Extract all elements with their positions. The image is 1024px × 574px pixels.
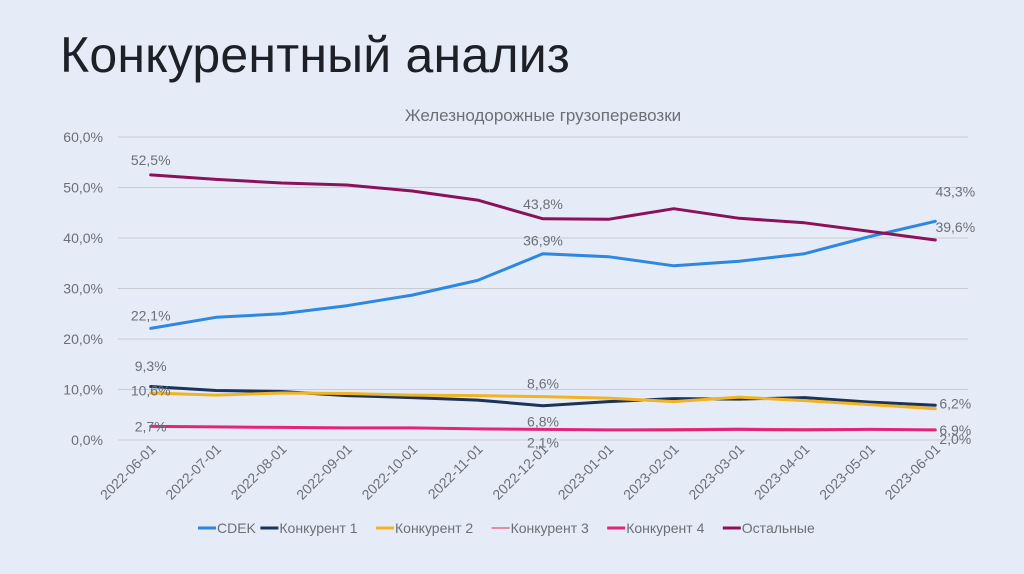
- x-tick-label: 2023-02-01: [620, 441, 682, 503]
- y-tick-label: 40,0%: [63, 230, 103, 246]
- y-tick-label: 20,0%: [63, 331, 103, 347]
- series-line: [149, 385, 937, 408]
- x-tick-label: 2023-03-01: [685, 441, 747, 503]
- x-tick-label: 2022-06-01: [97, 441, 159, 503]
- legend-label: Конкурент 4: [626, 520, 704, 536]
- legend-label: Конкурент 2: [395, 520, 473, 536]
- data-label: 43,8%: [523, 196, 563, 212]
- legend-label: Конкурент 1: [279, 520, 357, 536]
- y-tick-label: 10,0%: [63, 382, 103, 398]
- data-label: 9,3%: [135, 358, 167, 374]
- x-tick-label: 2022-08-01: [228, 441, 290, 503]
- data-label: 8,6%: [527, 376, 559, 392]
- legend-label: Остальные: [742, 520, 815, 536]
- x-tick-label: 2023-05-01: [816, 441, 878, 503]
- series-line: [149, 424, 937, 432]
- data-label: 10,6%: [131, 382, 171, 398]
- y-tick-label: 60,0%: [63, 129, 103, 145]
- page-title: Конкурентный анализ: [60, 27, 570, 83]
- data-label: 6,9%: [939, 422, 971, 438]
- legend-label: CDEK: [217, 520, 257, 536]
- x-tick-label: 2022-07-01: [162, 441, 224, 503]
- data-label: 6,8%: [527, 414, 559, 430]
- x-tick-label: 2022-11-01: [425, 441, 486, 502]
- legend-label: Конкурент 3: [511, 520, 589, 536]
- data-label: 2,1%: [527, 434, 559, 450]
- x-tick-label: 2023-01-01: [555, 441, 617, 503]
- data-label: 2,0%: [939, 431, 971, 447]
- data-label: 52,5%: [131, 152, 171, 168]
- x-tick-label: 2023-06-01: [881, 441, 943, 503]
- x-tick-label: 2022-10-01: [358, 441, 420, 503]
- data-label: 36,9%: [523, 233, 563, 249]
- data-label: 6,2%: [939, 396, 971, 412]
- y-tick-label: 30,0%: [63, 281, 103, 297]
- data-label: 2,7%: [135, 418, 167, 434]
- data-label: 22,1%: [131, 307, 171, 323]
- chart-title: Железнодорожные грузоперевозки: [405, 106, 681, 125]
- series-line: [149, 391, 937, 411]
- y-tick-label: 50,0%: [63, 180, 103, 196]
- data-label: 43,3%: [935, 183, 975, 199]
- y-tick-label: 0,0%: [71, 432, 103, 448]
- series-line: [149, 173, 937, 242]
- x-tick-label: 2022-09-01: [293, 441, 355, 503]
- data-label: 39,6%: [935, 219, 975, 235]
- x-tick-label: 2023-04-01: [751, 441, 813, 503]
- series-line: [149, 219, 937, 330]
